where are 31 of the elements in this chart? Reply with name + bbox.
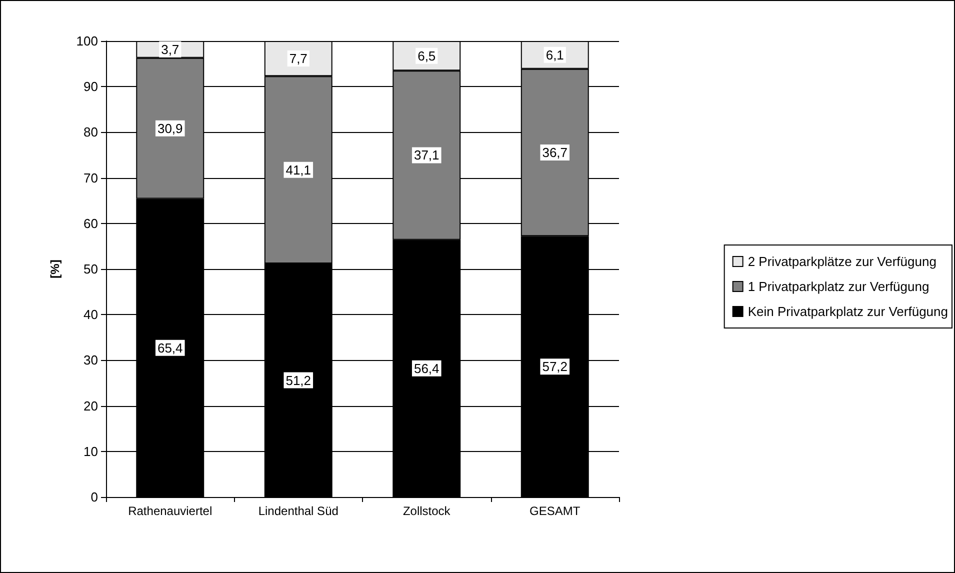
data-label: 51,2: [286, 372, 312, 388]
y-tick-label: 10: [84, 444, 98, 459]
legend-label: 1 Privatparkplatz zur Verfügung: [748, 279, 930, 294]
y-tick-label: 100: [76, 34, 98, 48]
data-label: 37,1: [414, 148, 440, 163]
y-axis-title: [%]: [48, 260, 62, 278]
data-label: 56,4: [414, 360, 440, 376]
data-label: 7,7: [289, 51, 308, 66]
legend-label: 2 Privatparkplätze zur Verfügung: [748, 254, 936, 269]
y-tick-label: 90: [84, 79, 98, 94]
legend-label: Kein Privatparkplatz zur Verfügung: [748, 304, 948, 319]
data-label: 41,1: [286, 162, 312, 178]
y-tick-label: 80: [84, 124, 98, 140]
data-label: 30,9: [157, 120, 183, 136]
data-label: 65,4: [157, 340, 183, 356]
x-tick-label: GESAMT: [530, 504, 581, 518]
data-label: 6,1: [546, 47, 564, 62]
y-tick-label: 30: [84, 352, 98, 368]
y-tick-label: 20: [84, 398, 98, 414]
x-tick-label: Lindenthal Süd: [258, 504, 338, 518]
y-tick-label: 50: [84, 262, 98, 276]
y-tick-label: 70: [84, 170, 98, 186]
data-label: 57,2: [542, 359, 568, 374]
data-label: 6,5: [418, 48, 436, 64]
y-tick-label: 40: [84, 307, 98, 322]
data-label: 3,7: [161, 42, 180, 57]
x-tick-label: Zollstock: [402, 504, 452, 518]
y-tick-label: 0: [90, 490, 98, 504]
data-label: 36,7: [542, 144, 568, 160]
x-tick-label: Rathenauviertel: [128, 504, 212, 518]
y-tick-label: 60: [84, 216, 98, 231]
